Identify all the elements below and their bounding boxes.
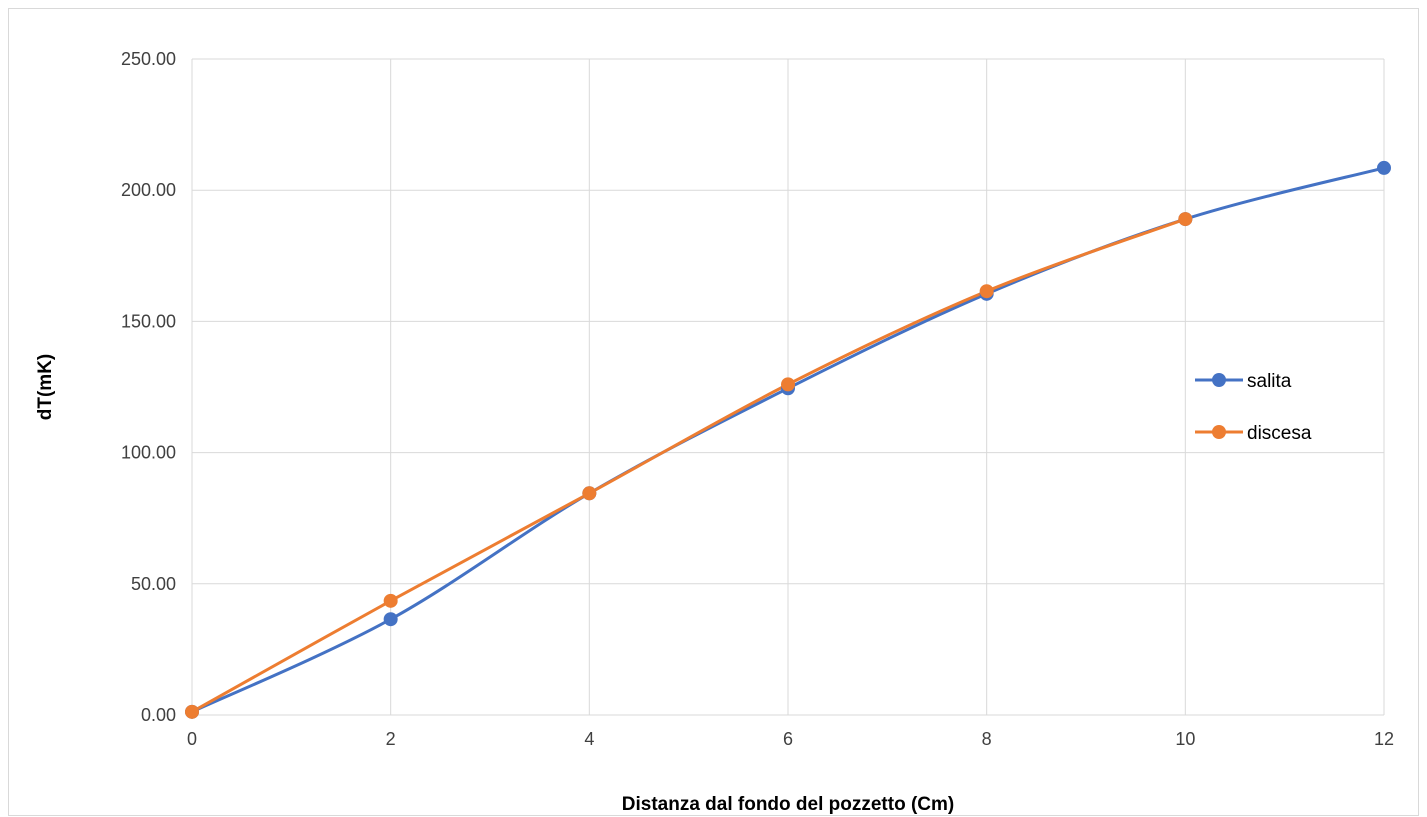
series-markers: [185, 160, 1391, 719]
y-tick-label: 100.00: [121, 443, 176, 463]
data-point-discesa: [979, 284, 994, 299]
data-point-salita: [383, 612, 398, 627]
x-tick-label: 0: [187, 729, 197, 749]
y-tick-label: 250.00: [121, 49, 176, 69]
chart-area: 0.00 50.00 100.00 150.00 200.00 250.00 0 2 4 6 8 10…: [8, 8, 1419, 816]
legend-label-discesa: discesa: [1247, 423, 1312, 444]
y-tick-label: 200.00: [121, 180, 176, 200]
data-point-discesa: [781, 377, 795, 392]
data-point-discesa: [383, 593, 398, 608]
series-line-discesa: [190, 217, 1187, 714]
y-tick-label: 50.00: [131, 574, 176, 594]
x-tick-label: 8: [982, 729, 992, 749]
x-tick-label: 10: [1175, 729, 1195, 749]
y-tick-label: 0.00: [141, 705, 176, 725]
data-point-discesa: [1178, 212, 1193, 227]
data-point-discesa: [185, 704, 199, 719]
line-chart: 0.00 50.00 100.00 150.00 200.00 250.00 0 2 4 6 8 10…: [35, 49, 1394, 815]
legend-label-salita: salita: [1247, 371, 1292, 392]
data-point-salita: [1377, 160, 1391, 175]
x-tick-label: 4: [584, 729, 594, 749]
data-point-discesa: [582, 486, 597, 501]
legend: salita discesa: [1195, 371, 1312, 444]
x-tick-label: 6: [783, 729, 793, 749]
legend-marker-discesa: [1212, 425, 1226, 439]
legend-marker-salita: [1212, 373, 1226, 387]
gridlines: [191, 58, 1385, 716]
x-tick-label: 12: [1374, 729, 1394, 749]
x-axis-title: Distanza dal fondo del pozzetto (Cm): [622, 794, 955, 815]
y-axis-title: dT(mK): [35, 354, 56, 420]
tick-labels: 0.00 50.00 100.00 150.00 200.00 250.00 0 2 4 6 8 10…: [121, 49, 1394, 749]
x-tick-label: 2: [386, 729, 396, 749]
y-tick-label: 150.00: [121, 311, 176, 331]
